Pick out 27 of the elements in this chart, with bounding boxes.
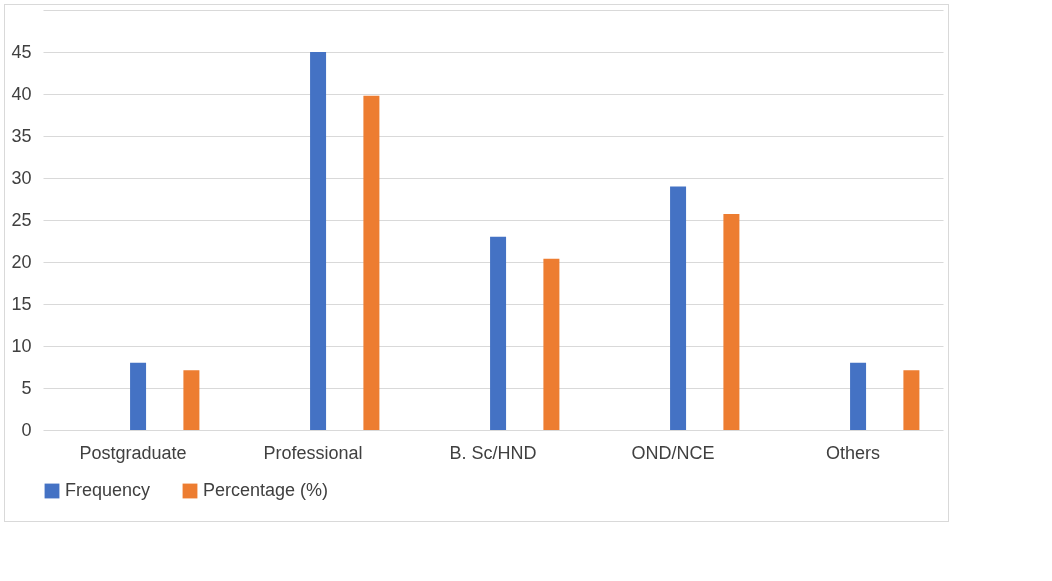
y-tick-label: 45 (11, 41, 32, 62)
bar (310, 52, 327, 430)
x-tick-label: OND/NCE (631, 442, 715, 463)
y-tick-label: 40 (11, 83, 32, 104)
x-tick-label: Professional (263, 442, 363, 463)
bar (363, 95, 380, 430)
y-tick-label: 5 (21, 377, 32, 398)
x-tick-label: Postgraduate (79, 442, 187, 463)
legend-label: Percentage (%) (203, 480, 329, 500)
bar (723, 214, 740, 430)
y-tick-label: 20 (11, 251, 32, 272)
bar (850, 362, 867, 430)
y-tick-label: 25 (11, 209, 32, 230)
x-tick-label: Others (825, 442, 881, 463)
y-tick-label: 30 (11, 167, 32, 188)
bar (490, 236, 507, 430)
bar (670, 186, 687, 430)
y-tick-label: 35 (11, 125, 32, 146)
x-tick-label: B. Sc/HND (449, 442, 537, 463)
y-tick-label: 10 (11, 335, 32, 356)
y-tick-label: 0 (21, 419, 32, 440)
bar (183, 370, 200, 430)
legend-label: Frequency (65, 480, 151, 500)
y-tick-label: 15 (11, 293, 32, 314)
bar (130, 362, 147, 430)
bar (543, 258, 560, 430)
bar (903, 370, 920, 430)
